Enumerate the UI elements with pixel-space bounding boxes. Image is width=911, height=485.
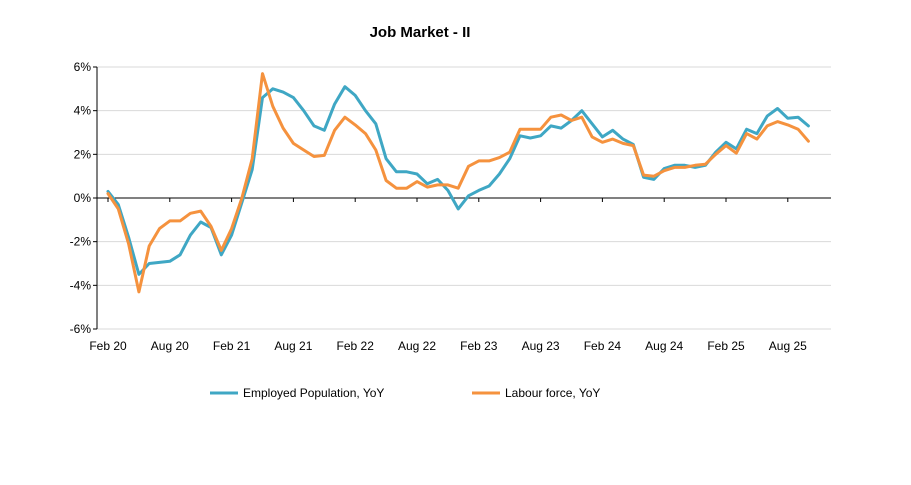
x-tick-label: Feb 25 xyxy=(707,339,745,353)
y-tick-label: -2% xyxy=(70,235,92,249)
series-line-1 xyxy=(106,85,810,276)
series-line-2 xyxy=(106,72,810,294)
x-tick-label: Feb 22 xyxy=(337,339,375,353)
legend: Employed Population, YoY Labour force, Yo… xyxy=(210,386,600,400)
y-tick-label: -6% xyxy=(70,322,92,336)
x-tick-label: Aug 25 xyxy=(769,339,807,353)
y-tick-label: 2% xyxy=(74,147,92,161)
x-tick-label: Aug 21 xyxy=(274,339,312,353)
y-tick-label: 4% xyxy=(74,104,92,118)
x-tick-label: Feb 20 xyxy=(89,339,127,353)
series-lines xyxy=(106,72,810,294)
legend-label-1: Employed Population, YoY xyxy=(243,386,384,400)
x-tick-label: Aug 20 xyxy=(151,339,189,353)
y-tick-label: -4% xyxy=(70,278,92,292)
gridlines xyxy=(97,66,831,330)
y-axis: -6% -4% -2% 0% 2% 4% 6% xyxy=(70,60,98,336)
x-tick-label: Aug 24 xyxy=(645,339,683,353)
x-axis: Feb 20 Aug 20 Feb 21 Aug 21 Feb 22 Aug 22 Feb … xyxy=(89,197,831,353)
x-tick-label: Aug 22 xyxy=(398,339,436,353)
x-tick-label: Aug 23 xyxy=(522,339,560,353)
legend-label-2: Labour force, YoY xyxy=(505,386,600,400)
x-tick-label: Feb 24 xyxy=(584,339,622,353)
chart-title: Job Market - II xyxy=(370,24,471,41)
x-tick-label: Feb 23 xyxy=(460,339,498,353)
y-tick-label: 6% xyxy=(74,60,92,74)
x-tick-label: Feb 21 xyxy=(213,339,251,353)
y-tick-label: 0% xyxy=(74,191,92,205)
